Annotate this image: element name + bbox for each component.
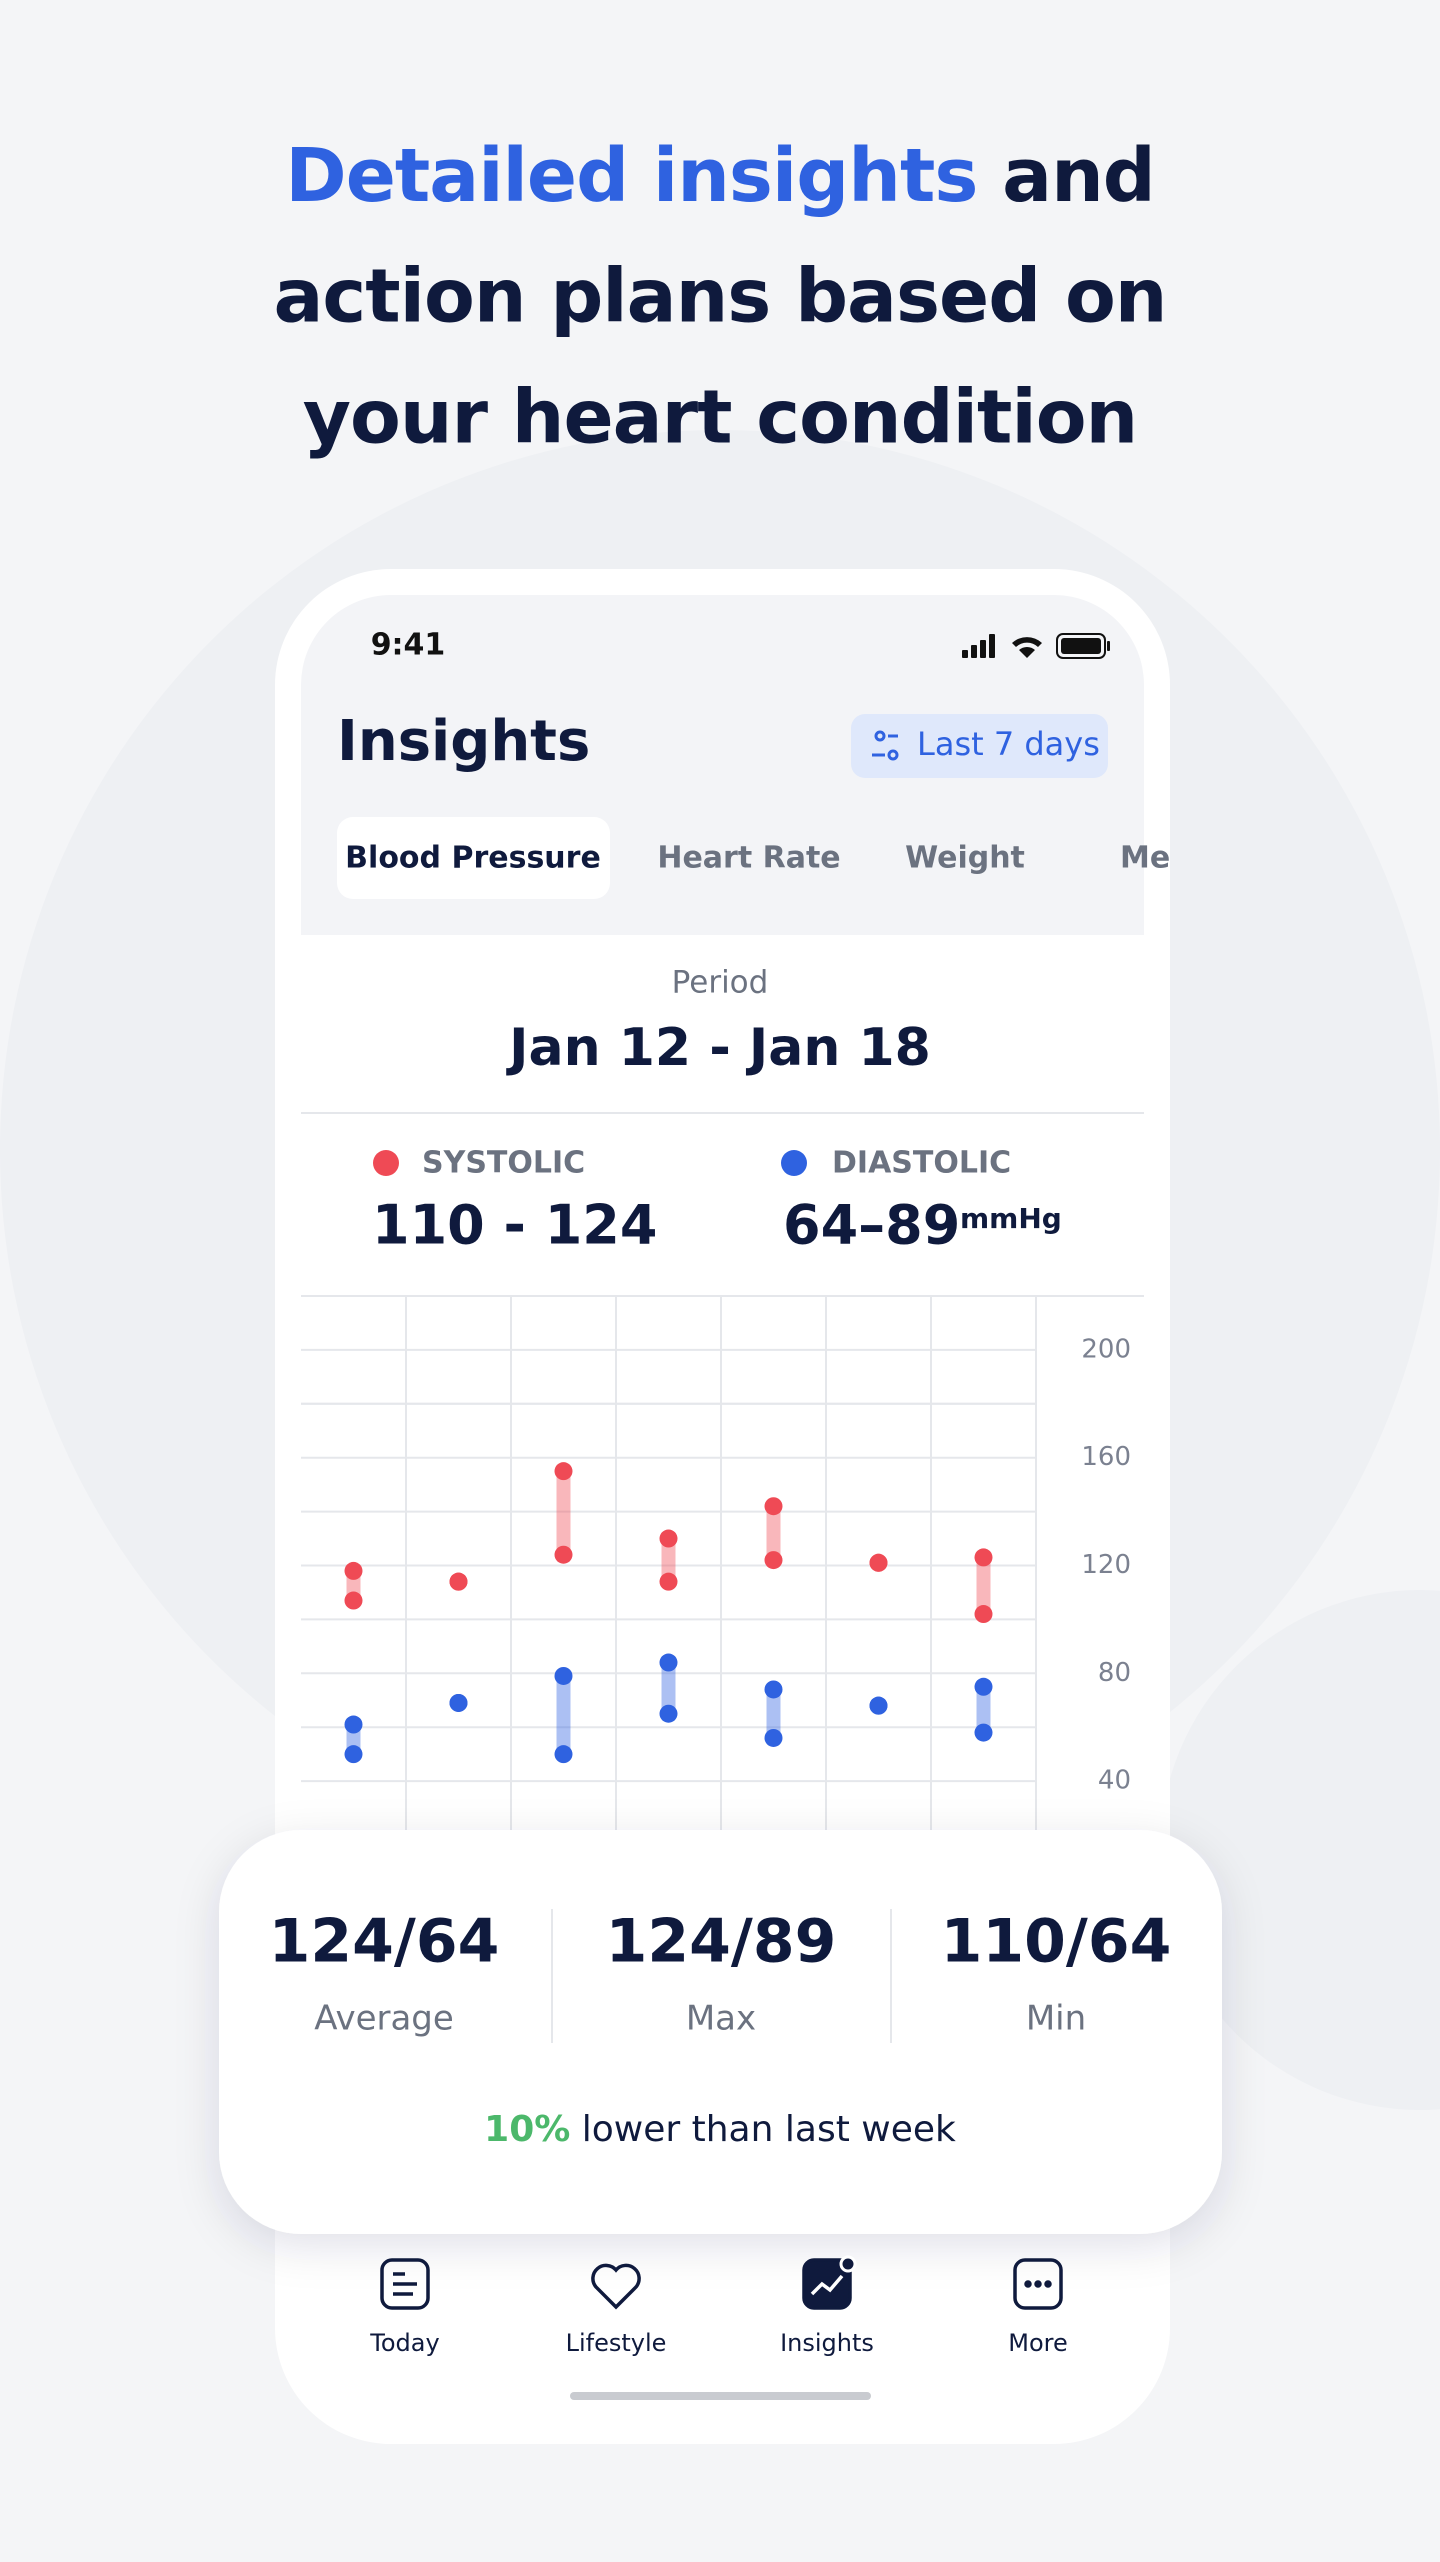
point-high <box>344 1561 363 1580</box>
tab[interactable]: Heart Rate <box>657 841 840 876</box>
range-bar <box>976 1686 991 1733</box>
point-high <box>974 1548 993 1567</box>
legend-dot <box>781 1150 807 1176</box>
point-high <box>659 1653 678 1672</box>
point-high <box>659 1529 678 1548</box>
home-indicator <box>570 2392 871 2400</box>
point-high <box>764 1680 783 1699</box>
point-high <box>554 1666 573 1685</box>
nav-label[interactable]: Insights <box>780 2329 874 2357</box>
range-bar <box>766 1689 781 1738</box>
nav-icons <box>380 2255 1063 2310</box>
range-bar <box>661 1662 676 1714</box>
nav-label[interactable]: Today <box>369 2329 439 2357</box>
tab-active-bg <box>337 817 610 899</box>
stat-label: Min <box>1026 1999 1086 2039</box>
filter-label: Last 7 days <box>917 725 1100 763</box>
point-low <box>974 1605 993 1624</box>
y-tick-label: 80 <box>1098 1658 1131 1688</box>
stat-label: Average <box>314 1999 454 2039</box>
filter-icon <box>872 730 899 761</box>
status-icons <box>962 633 1110 659</box>
y-tick-label: 200 <box>1081 1334 1131 1364</box>
tab[interactable]: Blood Pressure <box>345 841 601 876</box>
range-bar <box>556 1675 571 1755</box>
point-high <box>554 1462 573 1481</box>
headline-text: and <box>1002 133 1155 219</box>
point-low <box>659 1572 678 1591</box>
period-label: Period <box>672 965 769 1001</box>
stat-label: Max <box>686 1999 756 2039</box>
headline: your heart condition <box>303 375 1137 461</box>
tab[interactable]: Weight <box>905 841 1025 876</box>
summary-card <box>219 1830 1222 2234</box>
y-tick-label: 120 <box>1081 1550 1131 1580</box>
stat-value: 110/64 <box>941 1907 1172 1977</box>
point-low <box>659 1704 678 1723</box>
range-bar <box>976 1557 991 1615</box>
point-low <box>554 1745 573 1764</box>
headline: Detailed insights and <box>285 133 1154 219</box>
period: Jan 12 - Jan 18 <box>506 1018 931 1078</box>
legend-dot <box>373 1150 399 1176</box>
point-low <box>974 1723 993 1742</box>
legend-label: DIASTOLIC <box>832 1146 1011 1181</box>
point-high <box>974 1677 993 1696</box>
legend-label: SYSTOLIC <box>422 1146 585 1181</box>
point-high <box>764 1497 783 1516</box>
point-low <box>344 1591 363 1610</box>
y-tick-label: 40 <box>1098 1766 1131 1796</box>
unit: mmHg <box>960 1202 1062 1235</box>
headline: action plans based on <box>274 254 1167 340</box>
comparison-highlight: 10% <box>484 2109 570 2150</box>
screen-title: Insights <box>337 709 590 774</box>
point-high <box>449 1693 468 1712</box>
point-high <box>869 1553 888 1572</box>
systolic-range: 110 - 124 <box>372 1194 657 1257</box>
point-low <box>764 1551 783 1570</box>
decor <box>1160 1590 1440 2110</box>
y-tick-label: 160 <box>1081 1442 1131 1472</box>
nav-label[interactable]: Lifestyle <box>566 2329 667 2357</box>
tab[interactable]: Me <box>1120 841 1170 876</box>
range-bar <box>766 1506 781 1561</box>
point-low <box>344 1745 363 1764</box>
point-high <box>344 1715 363 1734</box>
nav-label[interactable]: More <box>1008 2329 1068 2357</box>
filter-pill <box>851 714 1108 778</box>
range-bar <box>661 1538 676 1582</box>
point-high <box>449 1572 468 1591</box>
status-time: 9:41 <box>371 628 446 663</box>
range-bar <box>556 1471 571 1555</box>
headline-highlight: Detailed insights <box>285 133 977 219</box>
filter-button[interactable]: Last 7 days <box>851 714 1108 778</box>
point-low <box>764 1728 783 1747</box>
point-high <box>869 1696 888 1715</box>
stat-value: 124/64 <box>269 1907 500 1977</box>
point-low <box>554 1545 573 1564</box>
stat-value: 124/89 <box>606 1907 837 1977</box>
comparison-text: lower than last week <box>582 2109 956 2150</box>
diastolic-range: 64–89 <box>783 1194 960 1257</box>
comparison: 10% lower than last week <box>484 2109 956 2150</box>
